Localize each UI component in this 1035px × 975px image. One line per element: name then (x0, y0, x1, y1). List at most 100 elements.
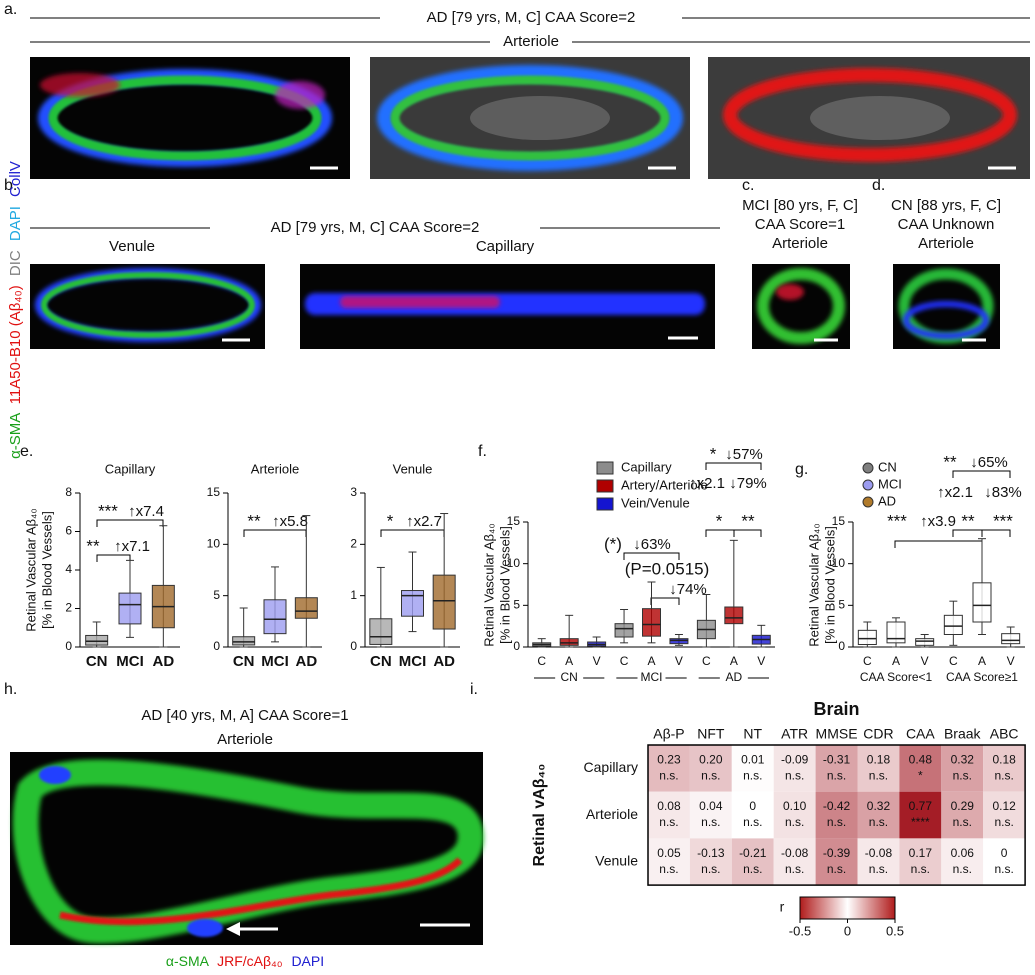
cell-value: 0.23 (657, 753, 681, 767)
micrograph (893, 264, 1000, 349)
cell-significance: n.s. (994, 769, 1013, 783)
annotation: ↓63% (633, 536, 671, 553)
annotation: ↓57% (725, 446, 763, 463)
cell-value: 0.77 (909, 799, 933, 813)
x-tick-label: CN (86, 653, 108, 670)
legend-label: Artery/Arteriole (621, 477, 708, 492)
row-label: Arteriole (586, 806, 638, 822)
y-tick-label: 15 (832, 514, 846, 528)
group-label: CN (560, 670, 577, 684)
group-label: CAA Score<1 (860, 670, 933, 684)
legend-marker (862, 496, 874, 508)
y-tick-label: 0 (838, 639, 845, 653)
heatmap-y-title: Retinal vAβ₄₀ (531, 764, 548, 867)
heatmap-cell (815, 745, 858, 792)
y-tick-label: 10 (507, 556, 521, 570)
panel-label: h. (4, 681, 17, 698)
cell-value: 0 (749, 799, 756, 813)
stain: 11A50-B10 (Aβ₄₀) (7, 285, 24, 404)
box (294, 597, 318, 619)
heatmap-cell (731, 838, 774, 886)
x-tick-label: MCI (399, 653, 427, 670)
box (857, 629, 877, 645)
legend-label: CN (878, 459, 897, 474)
panel-label: g. (795, 461, 808, 478)
column-label: ATR (781, 726, 808, 742)
annotation: ↑x7.4 (128, 503, 164, 520)
micrograph (30, 264, 265, 349)
y-tick-label: 5 (213, 588, 220, 602)
colorbar-tick-label: -0.5 (789, 923, 811, 938)
box (85, 634, 109, 646)
row-label: Venule (595, 852, 638, 868)
chart-title: Capillary (105, 461, 156, 476)
x-tick-label: AD (152, 653, 174, 670)
box (369, 618, 393, 645)
legend-label: Capillary (621, 459, 672, 474)
annotation: ** (943, 452, 957, 471)
heatmap-cell (773, 745, 816, 792)
box (915, 638, 935, 646)
annotation: ↑x3.9 (920, 513, 956, 530)
cell-value: 0.32 (951, 753, 975, 767)
annotation: ** (961, 511, 975, 530)
y-axis-label: [% in Blood Vessels] (39, 511, 54, 629)
cell-value: 0.20 (699, 753, 723, 767)
column-label: Aβ-P (653, 726, 684, 742)
cell-significance: n.s. (743, 862, 762, 876)
colorbar-label: r (780, 899, 785, 915)
x-tick-label: C (620, 654, 629, 668)
annotation: *** (993, 511, 1013, 530)
annotation: ** (741, 511, 755, 530)
cell-significance: **** (911, 815, 930, 829)
y-tick-label: 0 (350, 639, 357, 653)
cell-value: -0.09 (781, 753, 809, 767)
cell-significance: n.s. (659, 862, 678, 876)
cell-value: 0.10 (783, 799, 807, 813)
heatmap-frame (647, 744, 1026, 886)
cell-significance: n.s. (911, 862, 930, 876)
heatmap-cell (731, 791, 774, 839)
annotation: ↑x2.7 (406, 513, 442, 530)
stain: α-SMA (166, 953, 210, 969)
heatmap-cell (983, 838, 1026, 886)
heatmap-cell (689, 745, 732, 792)
box (432, 574, 456, 630)
annotation: ↑x5.8 (272, 513, 308, 530)
colorbar (799, 896, 896, 920)
x-tick-label: CN (370, 653, 392, 670)
heatmap-title: Brain (814, 699, 860, 719)
heatmap-cell (648, 838, 690, 886)
cell-significance: n.s. (785, 769, 804, 783)
x-tick-label: AD (433, 653, 455, 670)
stain: DIC (7, 250, 24, 276)
box (669, 638, 689, 645)
box (559, 638, 579, 646)
box (232, 636, 256, 646)
annotation: *** (98, 501, 118, 520)
column-label: MMSE (816, 726, 858, 742)
column-label: Braak (944, 726, 982, 742)
cell-significance: n.s. (869, 815, 888, 829)
legend-marker (862, 462, 874, 474)
micrograph (708, 57, 1030, 179)
heatmap-cell (689, 791, 732, 839)
column-label: CDR (863, 726, 893, 742)
micrograph (10, 752, 484, 945)
x-tick-label: CN (233, 653, 255, 670)
bracket (96, 554, 131, 562)
box (1001, 633, 1021, 645)
x-tick-label: V (675, 654, 683, 668)
panel-subtitle: Venule (109, 238, 155, 255)
column-label: NFT (697, 726, 725, 742)
cell-significance: n.s. (953, 815, 972, 829)
cell-value: 0.12 (992, 799, 1016, 813)
panel-title: AD [79 yrs, M, C] CAA Score=2 (271, 219, 480, 236)
heatmap-cell (899, 791, 942, 839)
panel-label: i. (470, 681, 478, 698)
cell-significance: n.s. (701, 862, 720, 876)
panel-subtitle: Capillary (476, 238, 535, 255)
heatmap-cell (773, 838, 816, 886)
cell-value: -0.31 (823, 753, 851, 767)
